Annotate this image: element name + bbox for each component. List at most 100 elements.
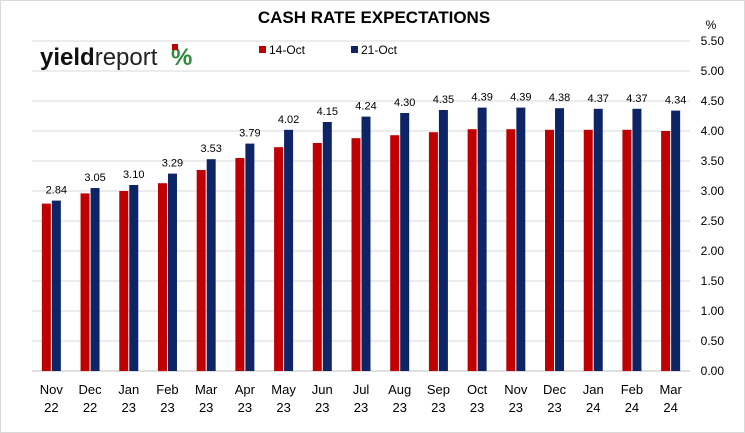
bar-21-oct (632, 108, 642, 372)
x-tick-month: Aug (388, 382, 411, 397)
x-tick-year: 24 (586, 400, 600, 415)
bar-21-oct (206, 159, 216, 371)
x-tick-month: May (271, 382, 296, 397)
data-label: 4.15 (317, 106, 338, 118)
chart-title: CASH RATE EXPECTATIONS (258, 8, 490, 27)
y-tick-label: 5.50 (701, 34, 725, 48)
y-tick-label: 4.50 (701, 94, 725, 108)
bar-21-oct (129, 185, 139, 371)
bar-21-oct (245, 143, 255, 371)
x-tick-month: Jan (118, 382, 139, 397)
bar-21-oct (322, 122, 332, 371)
x-tick-month: Dec (78, 382, 102, 397)
bar-21-oct (516, 107, 526, 371)
yieldreport-logo: yieldreport % (40, 44, 192, 71)
x-tick-month: Jun (312, 382, 333, 397)
x-tick-year: 23 (509, 400, 523, 415)
x-tick-month: Apr (235, 382, 256, 397)
bar-21-oct (438, 110, 448, 371)
x-tick-year: 23 (238, 400, 252, 415)
x-tick-month: Dec (543, 382, 567, 397)
x-tick-year: 23 (122, 400, 136, 415)
bar-21-oct (361, 116, 371, 371)
bar-14-oct (545, 129, 555, 371)
x-tick-year: 23 (547, 400, 561, 415)
x-tick-year: 23 (315, 400, 329, 415)
y-tick-label: 1.00 (701, 304, 725, 318)
legend-label-14-oct: 14-Oct (269, 43, 306, 57)
data-label: 4.30 (394, 97, 415, 109)
logo-text-yield: yield (40, 44, 95, 71)
bar-14-oct (157, 183, 167, 371)
data-labels: 2.84 3.05 3.10 3.29 3.53 3.79 4.02 4.15 4.24 4.30… (46, 92, 687, 197)
data-label: 3.05 (84, 172, 105, 184)
y-axis-unit: % (706, 18, 717, 32)
data-label: 4.38 (549, 92, 570, 104)
y-tick-label: 1.50 (701, 274, 725, 288)
data-label: 2.84 (46, 185, 67, 197)
bar-14-oct (583, 129, 593, 371)
x-tick-year: 23 (199, 400, 213, 415)
data-label: 4.35 (433, 94, 454, 106)
legend-label-21-oct: 21-Oct (361, 43, 398, 57)
x-tick-year: 23 (160, 400, 174, 415)
x-tick-year: 22 (83, 400, 97, 415)
data-label: 4.37 (626, 93, 647, 105)
x-tick-month: Feb (156, 382, 178, 397)
y-tick-label: 0.00 (701, 364, 725, 378)
bar-14-oct (351, 138, 361, 371)
bar-21-oct (51, 200, 61, 371)
x-tick-month: Mar (195, 382, 218, 397)
y-tick-label: 2.50 (701, 214, 725, 228)
data-label: 3.53 (200, 143, 221, 155)
y-tick-label: 0.50 (701, 334, 725, 348)
bar-14-oct (41, 203, 51, 371)
x-tick-year: 23 (470, 400, 484, 415)
x-tick-month: Oct (467, 382, 488, 397)
bar-14-oct (390, 135, 400, 371)
y-axis: 0.00 0.50 1.00 1.50 2.00 2.50 3.00 3.50 4.00 4.50… (701, 34, 725, 378)
x-tick-month: Jul (353, 382, 370, 397)
y-tick-label: 3.00 (701, 184, 725, 198)
x-tick-month: Mar (659, 382, 682, 397)
bar-14-oct (196, 170, 206, 371)
bar-14-oct (312, 143, 322, 371)
svg-text:yieldreport: yieldreport (40, 44, 158, 71)
x-tick-month: Nov (504, 382, 528, 397)
legend: 14-Oct 21-Oct (259, 43, 398, 57)
x-tick-month: Sep (427, 382, 450, 397)
bar-21-oct (400, 113, 410, 371)
bar-21-oct (671, 110, 681, 371)
data-label: 4.24 (355, 101, 376, 113)
data-label: 3.29 (162, 158, 183, 170)
data-label: 4.39 (510, 92, 531, 104)
y-tick-label: 5.00 (701, 64, 725, 78)
x-tick-year: 24 (625, 400, 639, 415)
x-tick-year: 23 (276, 400, 290, 415)
bar-14-oct (622, 129, 632, 371)
legend-swatch-14-oct (259, 46, 266, 53)
bar-14-oct (235, 158, 245, 371)
data-label: 3.10 (123, 169, 144, 181)
bar-14-oct (506, 129, 516, 371)
logo-red-dot (172, 44, 178, 50)
bar-14-oct (80, 193, 90, 371)
legend-swatch-21-oct (351, 46, 358, 53)
x-tick-month: Nov (40, 382, 64, 397)
data-label: 4.37 (588, 93, 609, 105)
bar-21-oct (90, 188, 100, 371)
bar-21-oct (477, 107, 487, 371)
x-tick-year: 23 (431, 400, 445, 415)
x-tick-month: Jan (583, 382, 604, 397)
x-tick-year: 23 (392, 400, 406, 415)
bar-21-oct (167, 173, 177, 371)
data-label: 4.34 (665, 95, 686, 107)
bar-14-oct (428, 132, 438, 371)
x-tick-year: 22 (44, 400, 58, 415)
data-label: 4.02 (278, 114, 299, 126)
y-tick-label: 3.50 (701, 154, 725, 168)
x-tick-year: 24 (663, 400, 677, 415)
bar-14-oct (467, 129, 477, 371)
logo-text-report: report (95, 44, 158, 71)
data-label: 4.39 (471, 92, 492, 104)
